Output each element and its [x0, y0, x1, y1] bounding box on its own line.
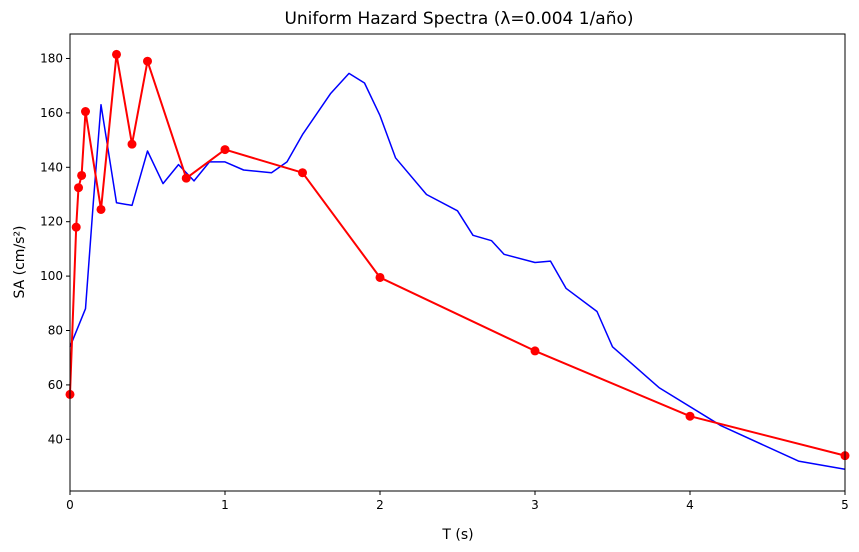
y-tick-label: 40	[48, 432, 63, 446]
data-point	[112, 49, 121, 59]
data-point	[220, 145, 230, 155]
data-point	[71, 222, 81, 232]
chart-title: Uniform Hazard Spectra (λ=0.004 1/año)	[284, 9, 633, 29]
data-point	[181, 173, 191, 183]
x-tick-label: 2	[376, 498, 384, 512]
data-point	[127, 139, 137, 149]
data-point	[74, 183, 84, 193]
y-tick-label: 80	[48, 324, 63, 338]
y-tick-label: 100	[40, 269, 63, 283]
data-point	[685, 411, 695, 421]
y-axis-label: SA (cm/s²)	[12, 225, 28, 298]
y-tick-label: 120	[40, 215, 63, 229]
y-tick-label: 140	[40, 160, 63, 174]
y-tick-label: 180	[40, 51, 63, 65]
data-point	[298, 168, 307, 178]
data-point	[81, 107, 90, 117]
axes: 0 1 2 3 4 5 40 60 80 100 120 140 160 180	[40, 51, 849, 512]
x-tick-label: 1	[221, 498, 229, 512]
plot-area	[65, 49, 850, 470]
x-axis-label: T (s)	[441, 527, 473, 543]
data-point	[143, 56, 152, 66]
y-tick-label: 160	[40, 106, 63, 120]
plot-frame	[69, 33, 846, 492]
x-tick-label: 0	[66, 498, 74, 512]
series-line-2	[69, 53, 846, 457]
x-tick-label: 5	[841, 498, 849, 512]
x-tick-label: 4	[686, 498, 694, 512]
data-point	[375, 272, 385, 282]
x-tick-label: 3	[531, 498, 539, 512]
data-point	[96, 204, 106, 214]
y-tick-label: 60	[48, 378, 63, 392]
data-point	[530, 346, 540, 356]
series-line-1	[69, 72, 846, 470]
data-point	[77, 170, 87, 180]
